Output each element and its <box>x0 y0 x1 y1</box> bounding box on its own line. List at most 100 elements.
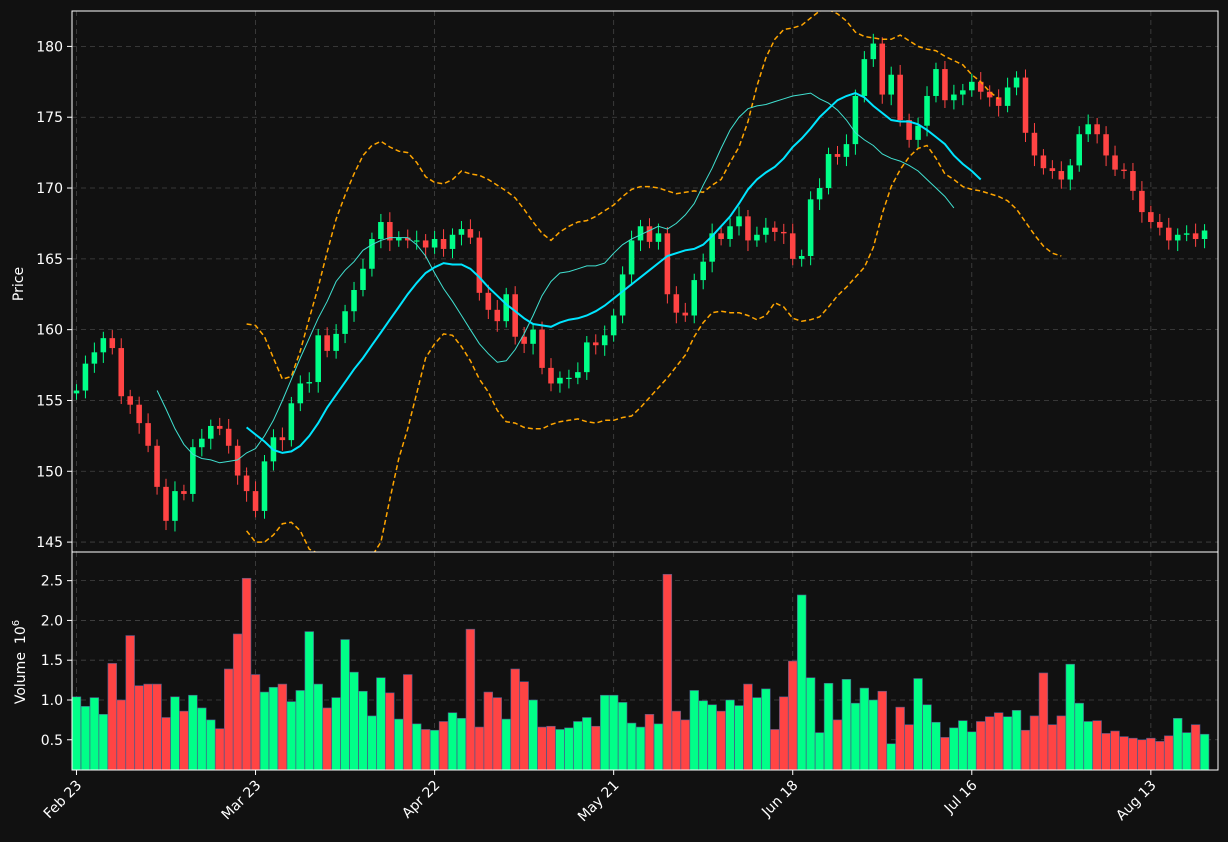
volume-bar <box>850 702 861 771</box>
volume-bar <box>403 674 413 771</box>
candle-down <box>780 231 787 234</box>
volume-bar <box>859 687 870 771</box>
volume-bar <box>367 715 377 771</box>
volume-bar <box>107 663 117 771</box>
volume-axis-unit-base: 10 <box>13 626 29 644</box>
candle-up <box>736 216 742 227</box>
volume-bar <box>814 732 825 771</box>
volume-bar <box>161 717 171 771</box>
volume-bar <box>993 712 1004 771</box>
candle-down <box>127 396 133 405</box>
candle-up <box>172 491 178 521</box>
candle-up <box>199 438 205 448</box>
volume-bar <box>895 706 905 771</box>
volume-bar <box>779 696 789 771</box>
candle-down <box>1121 169 1127 172</box>
candle-down <box>422 240 429 248</box>
volume-bar <box>734 705 744 771</box>
candle-up <box>700 261 706 281</box>
volume-bar <box>635 726 646 771</box>
volume-bar <box>89 697 100 771</box>
volume-bar <box>832 719 843 771</box>
volume-bar <box>1146 737 1156 771</box>
volume-bar <box>429 729 440 771</box>
moving-average-long-line <box>245 92 982 454</box>
volume-panel-frame <box>71 551 1219 771</box>
candle-down <box>234 445 241 476</box>
volume-bar <box>564 727 574 771</box>
volume-ytick-label: 1.0 <box>41 693 63 709</box>
candle-down <box>745 216 751 241</box>
volume-bar <box>725 699 735 771</box>
candle-down <box>440 239 447 249</box>
candle-up <box>575 372 581 378</box>
candle-up <box>1183 233 1190 235</box>
volume-bar <box>71 696 82 771</box>
volume-bar <box>796 594 807 771</box>
candle-down <box>1157 222 1163 228</box>
volume-bar <box>1101 733 1111 771</box>
candle-down <box>1094 124 1100 135</box>
candle-up <box>73 390 80 394</box>
candle-up <box>584 342 590 373</box>
candle-up <box>351 289 357 312</box>
volume-bar <box>671 710 682 771</box>
candle-down <box>1031 132 1038 156</box>
volume-bar <box>286 701 297 771</box>
candle-up <box>190 447 196 494</box>
volume-bar <box>394 718 404 771</box>
candle-down <box>136 404 142 424</box>
volume-bar <box>1173 717 1183 771</box>
candle-up <box>306 382 313 384</box>
candle-up <box>261 461 268 511</box>
volume-bar <box>1011 710 1022 771</box>
volume-bar <box>913 678 923 771</box>
candle-down <box>1103 134 1109 156</box>
candle-down <box>897 74 903 121</box>
volume-ytick-label: 0.5 <box>41 733 63 749</box>
candle-down <box>592 342 599 346</box>
volume-bar <box>608 694 619 771</box>
volume-bar <box>313 683 323 771</box>
price-ytick-label: 180 <box>36 39 63 55</box>
volume-bar <box>197 707 207 771</box>
volume-bar <box>752 697 762 771</box>
candle-up <box>82 363 89 391</box>
candle-up <box>378 222 384 240</box>
volume-bar <box>241 577 252 771</box>
volume-bar <box>886 743 896 771</box>
volume-bar <box>510 668 520 771</box>
candle-down <box>404 237 411 241</box>
volume-axis-label-text: Volume <box>13 652 29 704</box>
candle-down <box>673 294 680 313</box>
candle-down <box>216 425 223 429</box>
volume-ytick-label: 2.5 <box>41 574 63 590</box>
candle-up <box>207 425 214 439</box>
candle-up <box>1067 165 1074 180</box>
candle-down <box>485 292 492 310</box>
volume-bar <box>519 681 529 771</box>
volume-bar <box>904 724 914 771</box>
candle-down <box>718 233 724 240</box>
volume-bar <box>985 716 995 771</box>
volume-bar <box>1020 729 1031 771</box>
volume-bar <box>743 683 753 771</box>
candle-down <box>1040 155 1047 169</box>
candle-down <box>1058 171 1065 180</box>
candle-up <box>888 74 894 95</box>
candle-down <box>1139 190 1145 213</box>
price-ytick-label: 160 <box>36 323 63 339</box>
candle-up <box>924 95 930 126</box>
price-ytick-label: 170 <box>36 181 63 197</box>
candle-down <box>646 226 653 242</box>
candle-up <box>655 233 662 242</box>
candle-up <box>449 234 456 249</box>
candle-down <box>521 336 527 344</box>
volume-bar <box>761 688 771 771</box>
candle-down <box>906 120 912 140</box>
candle-down <box>494 309 501 322</box>
volume-bar <box>877 690 887 771</box>
candle-down <box>279 437 286 441</box>
candle-down <box>154 445 160 487</box>
candle-up <box>870 43 877 60</box>
